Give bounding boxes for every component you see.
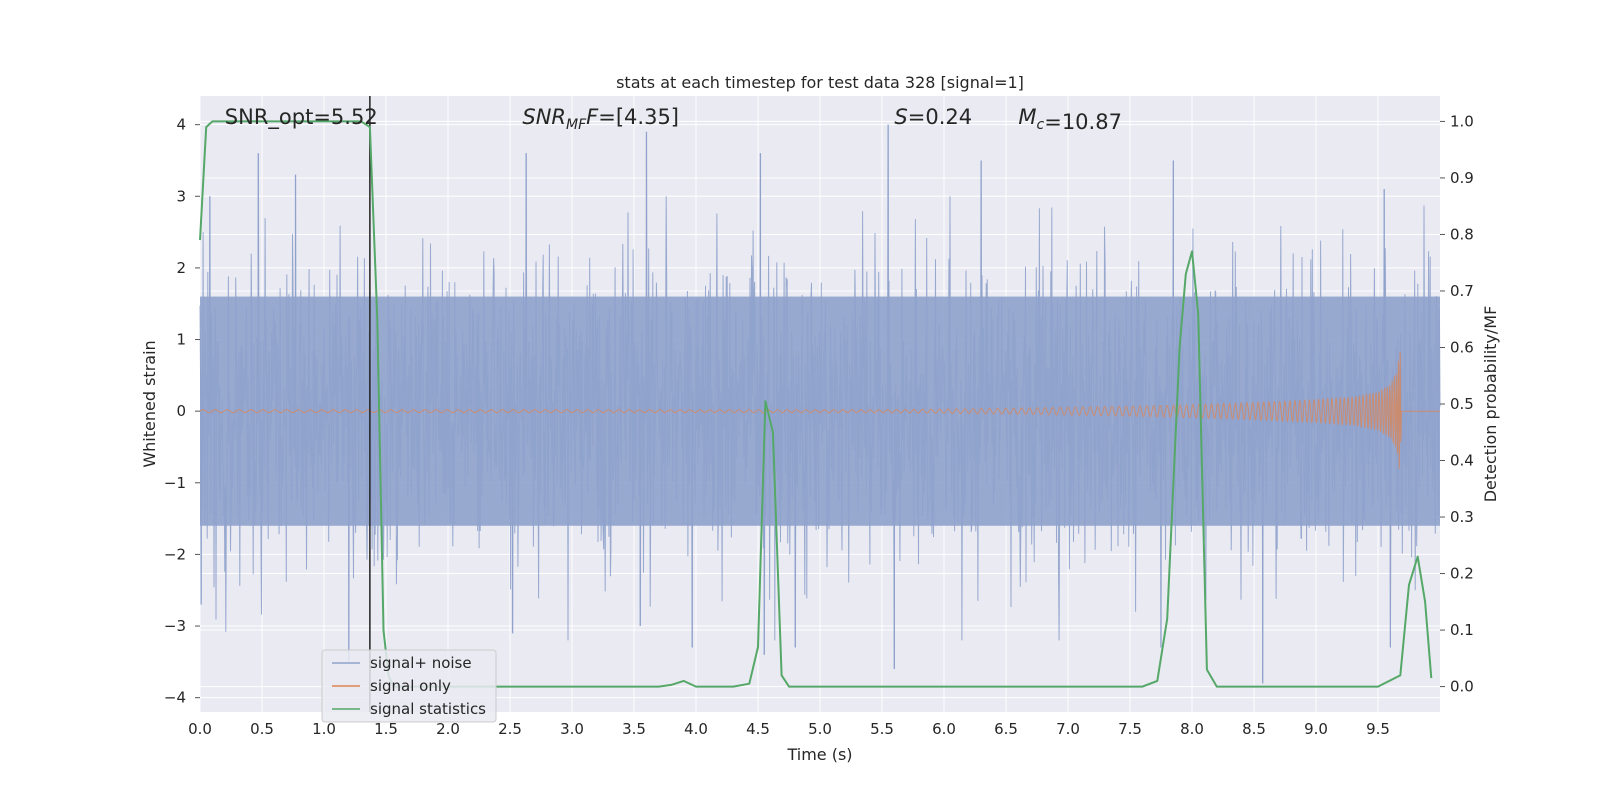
legend-label-signal-statistics: signal statistics <box>370 700 486 718</box>
y-axis-label-right: Detection probability/MF <box>1481 306 1500 503</box>
y-right-tick-label: 0.3 <box>1450 508 1474 526</box>
y-right-tick-label: 0.6 <box>1450 338 1474 356</box>
y-right-tick-label: 0.7 <box>1450 282 1474 300</box>
y-left-tick-label: −4 <box>164 689 186 707</box>
legend-box <box>321 649 497 723</box>
y-right-tick-label: 1.0 <box>1450 112 1474 130</box>
y-right-tick-label: 0.9 <box>1450 169 1474 187</box>
x-tick-label: 6.0 <box>932 720 956 738</box>
x-tick-label: 2.5 <box>498 720 522 738</box>
x-tick-label: 4.5 <box>746 720 770 738</box>
x-axis-label: Time (s) <box>786 745 852 764</box>
x-tick-label: 3.5 <box>622 720 646 738</box>
y-right-tick-label: 0.0 <box>1450 678 1474 696</box>
y-right-tick-label: 0.5 <box>1450 395 1474 413</box>
x-tick-label: 1.5 <box>374 720 398 738</box>
chart-title: stats at each timestep for test data 328… <box>616 73 1024 92</box>
legend-label-signal-plus-noise: signal+ noise <box>370 654 472 672</box>
y-left-tick-label: −1 <box>164 474 186 492</box>
y-right-tick-label: 0.4 <box>1450 452 1474 470</box>
y-right-tick-label: 0.1 <box>1450 621 1474 639</box>
x-tick-label: 5.5 <box>870 720 894 738</box>
x-tick-label: 3.0 <box>560 720 584 738</box>
y-left-tick-label: 2 <box>176 259 186 277</box>
series-signal-plus-noise <box>199 124 1441 684</box>
x-tick-label: 0.0 <box>188 720 212 738</box>
annotation: Mc=10.87 <box>1018 105 1122 134</box>
legend-label-signal-only: signal only <box>370 677 451 695</box>
y-left-tick-label: 3 <box>176 187 186 205</box>
y-left-tick-label: 0 <box>176 402 186 420</box>
y-left-tick-labels: −4 −3 −2 −1 0 1 2 3 4 <box>164 116 200 707</box>
y-left-tick-label: −3 <box>164 617 186 635</box>
x-tick-labels: 0.0 0.5 1.0 1.5 2.0 2.5 3.0 3.5 4.0 4.5 5.0 5.5 6.0 6… <box>188 720 1390 738</box>
x-tick-label: 0.5 <box>250 720 274 738</box>
x-tick-label: 7.5 <box>1118 720 1142 738</box>
noise-trace <box>199 124 1441 684</box>
y-axis-label-left: Whitened strain <box>140 340 159 467</box>
series-signal-statistics <box>199 120 1433 688</box>
legend: signal+ noise signal only signal statist… <box>321 649 497 723</box>
x-tick-label: 9.0 <box>1304 720 1328 738</box>
x-tick-label: 2.0 <box>436 720 460 738</box>
annotation: SNRMFF=[4.35] <box>522 105 679 133</box>
y-right-tick-label: 0.8 <box>1450 225 1474 243</box>
y-right-tick-labels: 0.0 0.1 0.2 0.3 0.4 0.5 0.6 0.7 0.8 0.9 1.0 <box>1440 112 1474 696</box>
x-tick-label: 7.0 <box>1056 720 1080 738</box>
x-tick-label: 4.0 <box>684 720 708 738</box>
y-left-tick-label: 4 <box>176 116 186 134</box>
x-tick-label: 8.0 <box>1180 720 1204 738</box>
annotation: SNR_opt=5.52 <box>225 105 378 130</box>
y-left-tick-label: 1 <box>176 331 186 349</box>
annotations: SNR_opt=5.52 SNRMFF=[4.35] S=0.24 Mc=10.87 <box>225 105 1122 134</box>
y-left-tick-label: −2 <box>164 545 186 563</box>
x-tick-label: 1.0 <box>312 720 336 738</box>
x-tick-label: 5.0 <box>808 720 832 738</box>
x-tick-label: 8.5 <box>1242 720 1266 738</box>
y-right-tick-label: 0.2 <box>1450 565 1474 583</box>
annotation: S=0.24 <box>894 105 972 129</box>
x-tick-label: 6.5 <box>994 720 1018 738</box>
x-tick-label: 9.5 <box>1366 720 1390 738</box>
signal-statistics-line <box>199 120 1433 688</box>
